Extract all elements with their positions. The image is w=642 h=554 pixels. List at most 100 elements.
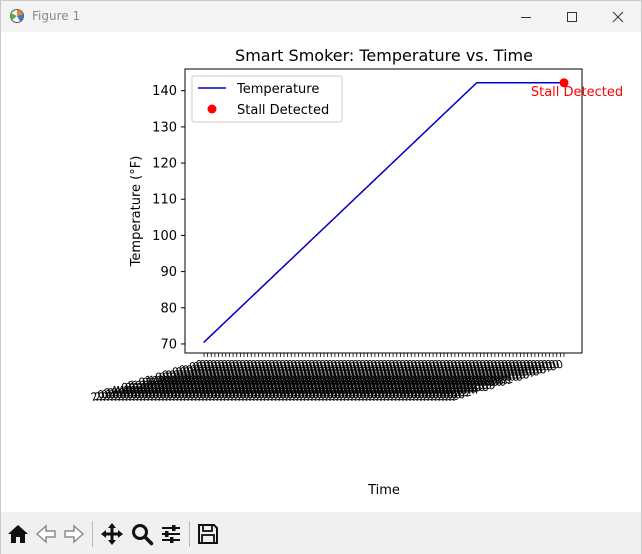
temperature-point: [403, 151, 405, 153]
temperature-point: [261, 286, 263, 288]
minimize-button[interactable]: [503, 1, 549, 32]
temperature-point: [450, 106, 452, 108]
temperature-point: [512, 82, 514, 84]
stall-detected-marker: [559, 78, 569, 88]
temperature-point: [410, 144, 412, 146]
temperature-point: [534, 82, 536, 84]
temperature-point: [257, 289, 260, 291]
plot-area-frame: [184, 68, 583, 354]
temperature-point: [381, 171, 383, 174]
temperature-point: [297, 251, 300, 253]
temperature-point: [392, 161, 394, 163]
temperature-point: [388, 165, 391, 167]
configure-subplots-icon: [162, 525, 180, 543]
forward-button[interactable]: [60, 520, 88, 548]
temperature-point: [377, 175, 380, 177]
temperature-point: [414, 140, 416, 143]
y-tick-label: 70: [160, 337, 177, 352]
temperature-point: [385, 168, 387, 170]
temperature-point: [454, 102, 456, 105]
figure-canvas[interactable]: Smart Smoker: Temperature vs. Time 2024-…: [1, 32, 641, 512]
temperature-point: [326, 223, 329, 226]
temperature-point: [279, 268, 282, 271]
temperature-point: [290, 258, 292, 260]
y-axis-label: Temperature (°F): [129, 156, 144, 268]
close-icon: [612, 11, 624, 22]
temperature-point: [537, 82, 540, 84]
temperature-point: [203, 341, 205, 343]
save-icon: [198, 524, 218, 544]
temperature-point: [265, 282, 267, 285]
temperature-point: [210, 334, 212, 336]
title-bar[interactable]: Figure 1: [1, 1, 641, 32]
pan-icon: [101, 523, 123, 545]
temperature-point: [396, 158, 398, 160]
temperature-point: [356, 196, 358, 198]
temperature-point: [348, 203, 351, 205]
temperature-point: [436, 120, 438, 122]
temperature-point: [505, 82, 507, 84]
legend-label-stall: Stall Detected: [237, 103, 329, 118]
temperature-point: [432, 123, 434, 125]
y-tick-label: 80: [160, 301, 177, 316]
temperature-point: [406, 147, 409, 150]
y-tick-label: 120: [152, 157, 177, 172]
temperature-point: [501, 82, 503, 84]
temperature-point: [417, 137, 420, 139]
temperature-point: [254, 293, 256, 295]
temperature-point: [465, 92, 467, 94]
temperature-point: [206, 337, 209, 340]
temperature-point: [457, 99, 460, 101]
temperature-point: [399, 154, 402, 157]
temperature-point: [483, 82, 485, 84]
temperature-point: [490, 82, 492, 84]
temperature-point: [312, 237, 314, 240]
temperature-point: [228, 317, 231, 319]
y-tick-label: 110: [152, 193, 177, 208]
temperature-point: [446, 109, 449, 112]
temperature-point: [374, 178, 376, 181]
temperature-point: [323, 227, 325, 229]
home-button[interactable]: [4, 520, 32, 548]
temperature-point: [545, 82, 547, 84]
temperature-point: [366, 185, 369, 188]
minimize-icon: [521, 16, 531, 18]
temperature-point: [476, 82, 478, 84]
legend-marker-swatch: [207, 104, 217, 114]
temperature-point: [305, 244, 307, 247]
temperature-point: [479, 82, 482, 84]
temperature-chart: Smart Smoker: Temperature vs. Time 2024-…: [89, 46, 623, 498]
save-button[interactable]: [194, 520, 222, 548]
temperature-point: [486, 82, 489, 84]
configure-subplots-button[interactable]: [157, 520, 185, 548]
matplotlib-app-icon: [10, 9, 24, 23]
y-tick-label: 90: [160, 265, 177, 280]
close-button[interactable]: [595, 1, 641, 32]
temperature-point: [352, 199, 354, 202]
temperature-point: [239, 306, 242, 309]
temperature-series-markers: [203, 82, 565, 343]
temperature-point: [548, 82, 551, 84]
temperature-point: [276, 272, 278, 274]
temperature-point: [439, 116, 442, 119]
temperature-point: [519, 82, 522, 84]
temperature-point: [345, 206, 347, 208]
maximize-icon: [567, 11, 577, 22]
temperature-point: [443, 113, 445, 115]
temperature-point: [359, 192, 362, 195]
zoom-button[interactable]: [128, 520, 156, 548]
temperature-point: [283, 265, 285, 267]
temperature-point: [330, 220, 332, 222]
x-axis-label: Time: [367, 483, 400, 498]
temperature-point: [337, 213, 340, 215]
chart-title: Smart Smoker: Temperature vs. Time: [235, 46, 533, 65]
back-button[interactable]: [32, 520, 60, 548]
temperature-point: [319, 230, 322, 233]
y-axis: 70 80 90 100 110 120 130 140: [152, 84, 185, 352]
temperature-point: [530, 82, 532, 84]
maximize-button[interactable]: [549, 1, 595, 32]
pan-button[interactable]: [98, 520, 126, 548]
temperature-point: [334, 216, 336, 219]
temperature-point: [243, 303, 245, 305]
